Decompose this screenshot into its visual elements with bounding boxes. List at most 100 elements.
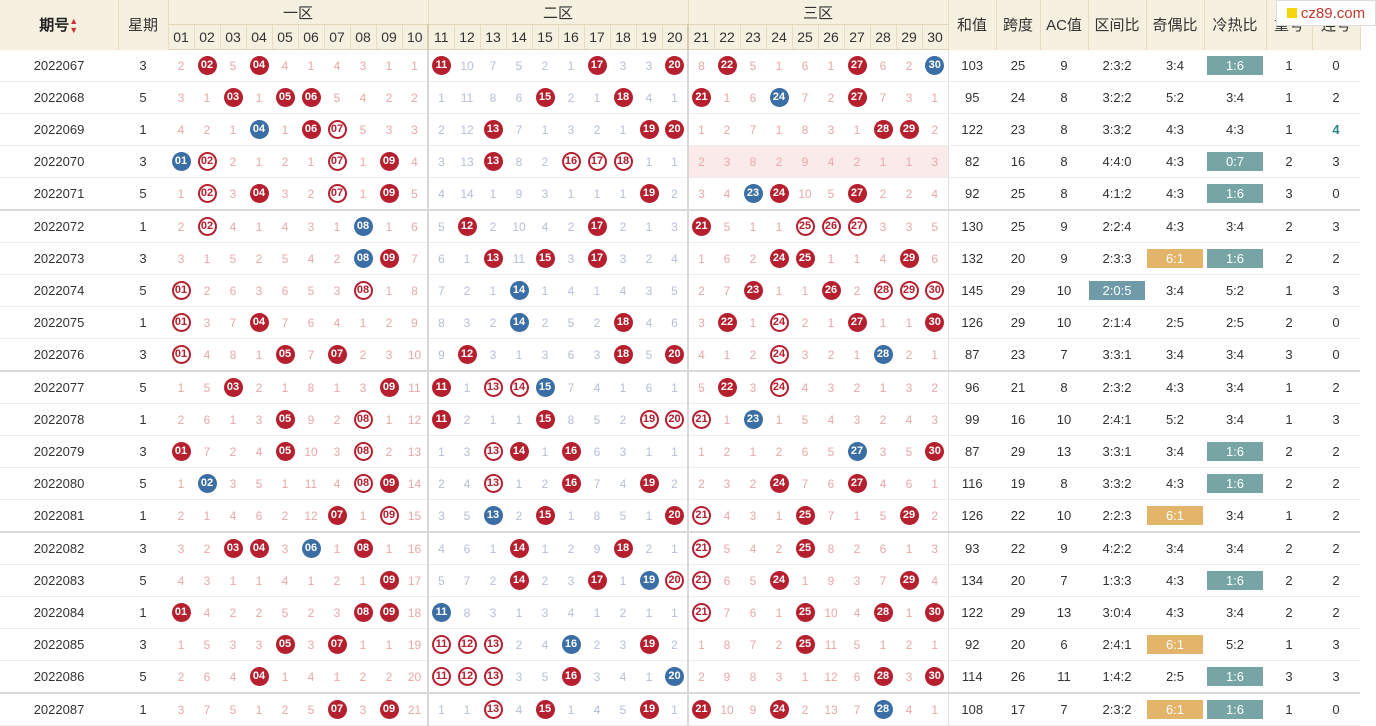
drawn-ball-cell: 14: [506, 564, 532, 597]
miss-count: 1: [298, 145, 324, 178]
sum-value: 116: [947, 467, 996, 500]
ring-ball: 27: [847, 217, 867, 236]
drawn-ball-cell: 02: [194, 49, 220, 82]
issue-number[interactable]: 2022070: [0, 145, 118, 178]
miss-count: 8: [714, 628, 740, 661]
issue-number[interactable]: 2022073: [0, 242, 118, 275]
drawn-ball-cell: 16: [558, 467, 584, 500]
miss-count: 1: [480, 403, 506, 436]
ring-ball: 02: [197, 152, 217, 171]
issue-number[interactable]: 2022081: [0, 499, 118, 533]
sum-value: 145: [947, 274, 996, 307]
draw-row: 2022078 1 2 6 1 3 05 9 2 08 1 12 11 2 1 1 15 8 5 2 19 20 21 1 23…: [0, 403, 1360, 436]
issue-number[interactable]: 2022068: [0, 81, 118, 114]
issue-number[interactable]: 2022072: [0, 210, 118, 243]
miss-count: 3: [922, 532, 948, 565]
red-ball: 03: [223, 88, 243, 107]
issue-number[interactable]: 2022087: [0, 693, 118, 726]
drawn-ball-cell: 13: [480, 660, 506, 694]
miss-count: 1: [636, 435, 662, 468]
issue-number[interactable]: 2022083: [0, 564, 118, 597]
miss-count: 7: [818, 499, 844, 533]
red-ball: 05: [275, 410, 295, 429]
drawn-ball-cell: 04: [246, 660, 272, 694]
drawn-ball-cell: 23: [740, 177, 766, 211]
miss-count: 6: [792, 435, 818, 468]
miss-count: 2: [870, 403, 896, 436]
drawn-ball-cell: 23: [740, 274, 766, 307]
miss-count: 1: [870, 628, 896, 661]
cold-hot-ratio: 3:4: [1204, 403, 1266, 436]
drawn-ball-cell: 29: [896, 242, 922, 275]
miss-count: 5: [220, 693, 246, 726]
draw-row: 2022076 3 01 4 8 1 05 7 07 2 3 10 9 12 3 1 3 6 3 18 5 20 4 1 2 24…: [0, 338, 1360, 372]
miss-count: 2: [792, 306, 818, 339]
issue-number[interactable]: 2022085: [0, 628, 118, 661]
miss-count: 1: [818, 242, 844, 275]
miss-count: 7: [272, 306, 298, 339]
miss-count: 5: [532, 660, 558, 694]
miss-count: 6: [428, 242, 454, 275]
drawn-ball-cell: 12: [454, 660, 480, 694]
miss-count: 4: [272, 210, 298, 243]
drawn-ball-cell: 27: [844, 467, 870, 500]
issue-number[interactable]: 2022078: [0, 403, 118, 436]
miss-count: 8: [818, 532, 844, 565]
span-value: 21: [996, 371, 1040, 404]
drawn-ball-cell: 19: [636, 467, 662, 500]
blue-ball: 19: [639, 571, 659, 590]
issue-number[interactable]: 2022080: [0, 467, 118, 500]
miss-count: 5: [194, 371, 220, 404]
sort-icon[interactable]: ▲ ▼: [69, 16, 79, 36]
issue-number[interactable]: 2022069: [0, 113, 118, 146]
miss-count: 4: [324, 306, 350, 339]
red-ball: 14: [509, 539, 529, 558]
miss-count: 4: [792, 371, 818, 404]
miss-count: 6: [662, 306, 689, 339]
miss-count: 6: [636, 371, 662, 404]
issue-number[interactable]: 2022071: [0, 177, 118, 211]
cold-hot-tag: 1:6: [1207, 474, 1263, 493]
issue-number[interactable]: 2022074: [0, 274, 118, 307]
issue-number[interactable]: 2022084: [0, 596, 118, 629]
drawn-ball-cell: 30: [922, 306, 948, 339]
miss-count: 5: [298, 274, 324, 307]
miss-count: 3: [688, 306, 714, 339]
issue-number[interactable]: 2022082: [0, 532, 118, 565]
drawn-ball-cell: 22: [714, 306, 740, 339]
odd-even-ratio: 4:3: [1146, 177, 1204, 211]
miss-count: 2: [194, 532, 220, 565]
miss-count: 5: [298, 693, 324, 726]
miss-count: 1: [766, 49, 792, 82]
issue-number[interactable]: 2022077: [0, 371, 118, 404]
odd-even-ratio: 3:4: [1146, 49, 1204, 82]
miss-count: 7: [194, 435, 220, 468]
cold-hot-tag: 1:6: [1207, 249, 1263, 268]
drawn-ball-cell: 07: [324, 177, 350, 211]
issue-number[interactable]: 2022086: [0, 660, 118, 694]
blue-ball: 04: [249, 120, 269, 139]
issue-header[interactable]: 期号▲ ▼: [0, 0, 119, 50]
site-logo[interactable]: cz89.com: [1276, 0, 1376, 26]
sum-value: 134: [947, 564, 996, 597]
drawn-ball-cell: 19: [636, 693, 662, 726]
drawn-ball-cell: 07: [324, 338, 350, 372]
red-ball: 28: [873, 667, 893, 686]
ring-ball: 24: [769, 378, 789, 397]
issue-number[interactable]: 2022076: [0, 338, 118, 372]
drawn-ball-cell: 18: [610, 338, 636, 372]
red-ball: 22: [717, 313, 737, 332]
drawn-ball-cell: 15: [532, 403, 558, 436]
miss-count: 1: [246, 210, 272, 243]
issue-number[interactable]: 2022079: [0, 435, 118, 468]
miss-count: 2: [350, 660, 376, 694]
consecutive-count: 2: [1312, 532, 1360, 565]
red-ball: 04: [249, 56, 269, 75]
miss-count: 8: [792, 113, 818, 146]
miss-count: 3: [532, 177, 558, 211]
drawn-ball-cell: 20: [662, 113, 689, 146]
issue-number[interactable]: 2022075: [0, 306, 118, 339]
miss-count: 3: [740, 371, 766, 404]
issue-number[interactable]: 2022067: [0, 49, 118, 82]
cold-hot-ratio: 3:4: [1204, 371, 1266, 404]
